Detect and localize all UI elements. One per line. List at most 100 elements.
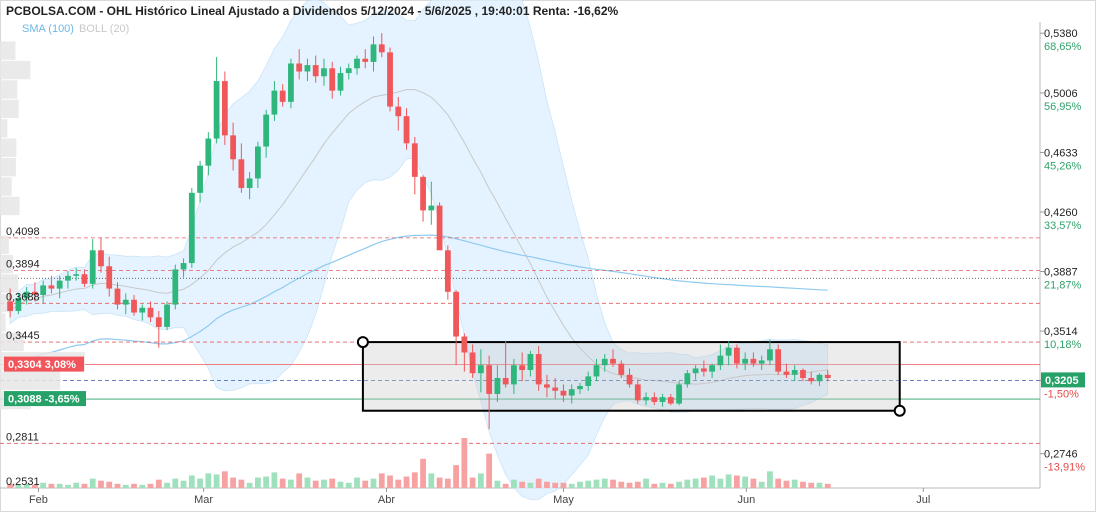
volume-bar (734, 475, 740, 488)
volume-bar (48, 483, 55, 488)
x-axis: Feb Mar Abr May Jun Jul (29, 488, 930, 506)
volume-bar (659, 482, 666, 488)
sma-line (9, 234, 828, 370)
candle-body (288, 63, 294, 102)
volume-bar (758, 481, 765, 488)
candle-body (800, 370, 806, 379)
sma-indicator-label[interactable]: SMA (100) (22, 23, 74, 35)
volume-bar (188, 475, 195, 488)
candle-body (791, 370, 798, 375)
last-price-tag-text: 0,3205 (1045, 375, 1079, 387)
volume-profile-bar (0, 99, 19, 119)
right-axis-price-label: 0,5380 (1044, 28, 1078, 40)
candle-body (354, 58, 360, 69)
candle-body (329, 68, 336, 91)
volume-bar (709, 475, 716, 488)
candle-body (238, 159, 245, 189)
volume-bar (783, 480, 790, 488)
candle-body (436, 205, 443, 251)
red-price-tag-text: 0,3304 3,08% (8, 359, 76, 371)
right-axis-price-label: 0,5006 (1044, 88, 1078, 100)
volume-bar (601, 478, 608, 488)
candle-body (395, 106, 402, 117)
candle-body (519, 365, 526, 371)
candle-body (98, 250, 104, 267)
bollinger-fill (9, 0, 829, 500)
candle-body (114, 288, 121, 305)
volume-bar (684, 479, 691, 488)
volume-bar (428, 473, 435, 488)
candle-body (230, 135, 237, 160)
candle-body (164, 304, 170, 327)
volume-bar (577, 481, 583, 488)
volume-bar (667, 483, 674, 488)
candle-body (378, 44, 385, 53)
boll-indicator-label[interactable]: BOLL (20) (79, 23, 129, 35)
volume-bar (486, 453, 493, 488)
volume-bar (230, 477, 237, 488)
candle-body (403, 116, 410, 144)
volume-bar (477, 473, 484, 488)
volume-bar (610, 479, 616, 488)
candle-body (502, 378, 509, 385)
volume-bar (750, 478, 757, 488)
volume-bar (469, 477, 476, 488)
volume-bar (395, 479, 402, 488)
green-price-tag-text: 0,3088 -3,65% (8, 394, 80, 406)
price-tags: 0,3304 3,08% 0,3088 -3,65% 0,3205 (4, 356, 1085, 407)
bollinger-band (9, 0, 829, 500)
volume-bar (15, 484, 22, 488)
chart-title: PCBOLSA.COM - OHL Histórico Lineal Ajust… (6, 4, 619, 18)
volume-bar (808, 482, 815, 488)
volume-bar (246, 482, 253, 488)
volume-bar (511, 479, 517, 488)
right-axis-pct-label: 33,57% (1044, 220, 1082, 232)
bollinger-middle-line (9, 88, 828, 385)
candle-body (560, 390, 567, 396)
x-axis-label: May (553, 494, 574, 506)
candlesticks (7, 33, 831, 430)
candle-body (585, 376, 592, 386)
volume-profile-bar (0, 196, 20, 216)
volume-bar (106, 481, 113, 488)
candle-body (527, 354, 534, 371)
candle-body (709, 365, 716, 372)
candle-body (461, 336, 468, 353)
left-level-label: 0,3445 (6, 330, 40, 342)
volume-bar (122, 484, 129, 488)
candle-body (180, 263, 187, 270)
left-level-label: 0,2811 (6, 431, 39, 443)
volume-bar (65, 484, 71, 488)
volume-bar (634, 481, 641, 488)
right-axis-pct-label: 56,95% (1044, 101, 1082, 113)
candle-body (213, 81, 220, 139)
volume-bar (725, 474, 732, 488)
candle-body (486, 365, 493, 394)
volume-bar (23, 483, 30, 488)
volume-bar (172, 478, 179, 488)
right-axis-price-label: 0,3514 (1044, 326, 1078, 338)
volume-profile-bar (0, 119, 8, 138)
candle-body (387, 52, 393, 107)
candle-body (725, 347, 732, 356)
candle-body (535, 354, 542, 385)
right-axis-price-label: 0,3887 (1044, 267, 1078, 279)
volume-bar (519, 481, 526, 488)
candle-body (767, 349, 773, 361)
candle-body (255, 146, 261, 179)
candle-body (568, 389, 575, 396)
volume-bar (40, 482, 47, 488)
candle-body (808, 378, 815, 382)
candle-body (667, 397, 674, 404)
candle-body (469, 352, 476, 374)
candle-body (81, 274, 88, 284)
volume-bar (544, 481, 550, 488)
candle-body (7, 301, 14, 311)
right-axis-price-label: 0,4260 (1044, 207, 1078, 219)
candle-body (65, 275, 71, 281)
candle-body (370, 44, 377, 62)
volume-bar (321, 479, 327, 488)
candle-body (279, 90, 286, 102)
x-axis-label: Jul (916, 494, 930, 506)
